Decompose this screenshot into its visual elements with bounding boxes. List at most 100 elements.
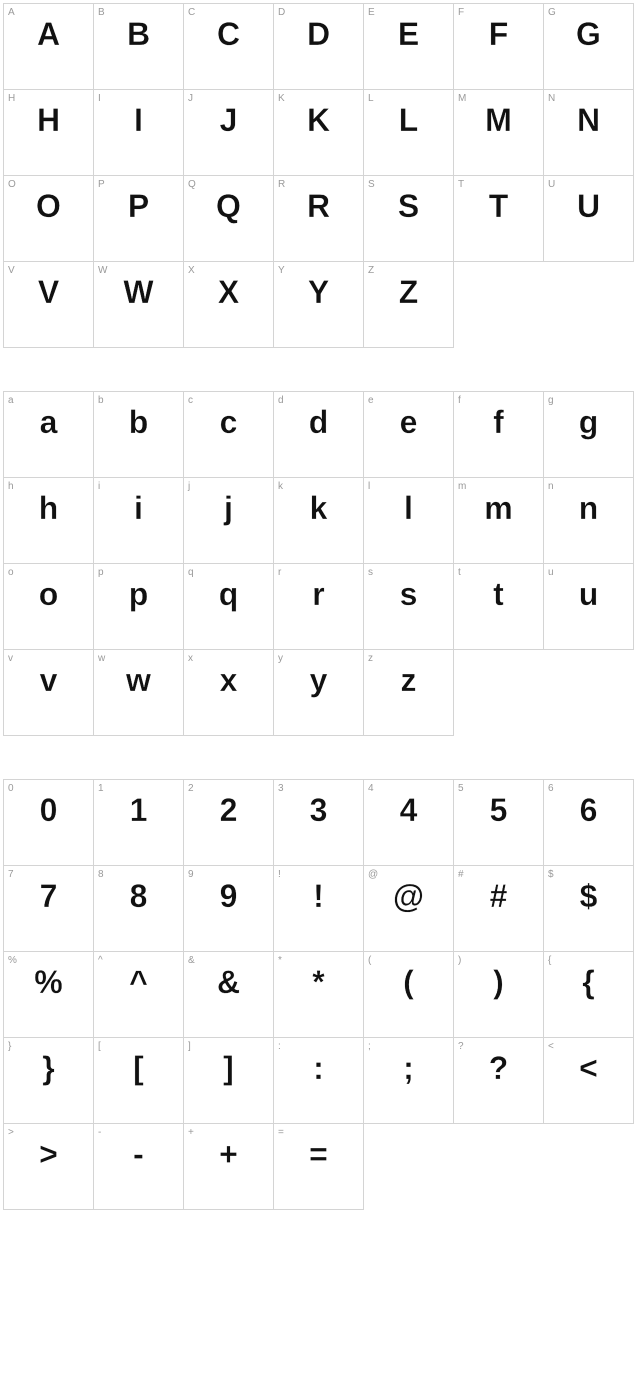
glyph-cell: 00	[3, 779, 94, 866]
glyph-cell: nn	[543, 477, 634, 564]
section-uppercase: AABBCCDDEEFFGGHHIIJJKKLLMMNNOOPPQQRRSSTT…	[4, 4, 636, 348]
glyph-display: o	[4, 576, 93, 613]
glyph-display: #	[454, 878, 543, 915]
glyph-cell: SS	[363, 175, 454, 262]
glyph-display: a	[4, 404, 93, 441]
glyph-display: V	[4, 274, 93, 311]
glyph-cell: tt	[453, 563, 544, 650]
glyph-cell: xx	[183, 649, 274, 736]
glyph-cell: @@	[363, 865, 454, 952]
glyph-cell: mm	[453, 477, 544, 564]
glyph-grid: AABBCCDDEEFFGGHHIIJJKKLLMMNNOOPPQQRRSSTT…	[4, 4, 636, 348]
glyph-display: t	[454, 576, 543, 613]
glyph-display: [	[94, 1050, 183, 1087]
glyph-display: D	[274, 16, 363, 53]
glyph-display: x	[184, 662, 273, 699]
glyph-display: }	[4, 1050, 93, 1087]
glyph-cell: KK	[273, 89, 364, 176]
glyph-cell: NN	[543, 89, 634, 176]
glyph-display: 9	[184, 878, 273, 915]
glyph-cell: hh	[3, 477, 94, 564]
glyph-display: E	[364, 16, 453, 53]
glyph-display: J	[184, 102, 273, 139]
glyph-display: n	[544, 490, 633, 527]
glyph-cell: {{	[543, 951, 634, 1038]
glyph-display: G	[544, 16, 633, 53]
glyph-cell: <<	[543, 1037, 634, 1124]
glyph-display: {	[544, 964, 633, 1001]
glyph-display: O	[4, 188, 93, 225]
glyph-cell: 88	[93, 865, 184, 952]
glyph-display: d	[274, 404, 363, 441]
glyph-display: Y	[274, 274, 363, 311]
glyph-display: c	[184, 404, 273, 441]
glyph-display: M	[454, 102, 543, 139]
glyph-cell: [[	[93, 1037, 184, 1124]
glyph-display: 7	[4, 878, 93, 915]
glyph-display: e	[364, 404, 453, 441]
glyph-display: >	[4, 1136, 93, 1173]
glyph-cell: LL	[363, 89, 454, 176]
glyph-cell: 22	[183, 779, 274, 866]
glyph-display: ]	[184, 1050, 273, 1087]
glyph-cell: yy	[273, 649, 364, 736]
glyph-display: 8	[94, 878, 183, 915]
glyph-display: T	[454, 188, 543, 225]
glyph-cell: ^^	[93, 951, 184, 1038]
glyph-display: l	[364, 490, 453, 527]
glyph-cell: GG	[543, 3, 634, 90]
glyph-cell: ==	[273, 1123, 364, 1210]
glyph-display: *	[274, 964, 363, 1001]
glyph-cell: rr	[273, 563, 364, 650]
glyph-display: :	[274, 1050, 363, 1087]
glyph-cell: **	[273, 951, 364, 1038]
glyph-cell: UU	[543, 175, 634, 262]
glyph-cell: gg	[543, 391, 634, 478]
glyph-display: ;	[364, 1050, 453, 1087]
glyph-cell: vv	[3, 649, 94, 736]
glyph-cell: zz	[363, 649, 454, 736]
glyph-display: k	[274, 490, 363, 527]
glyph-cell: WW	[93, 261, 184, 348]
glyph-cell: VV	[3, 261, 94, 348]
glyph-display: r	[274, 576, 363, 613]
glyph-cell: XX	[183, 261, 274, 348]
glyph-cell: bb	[93, 391, 184, 478]
glyph-display: u	[544, 576, 633, 613]
glyph-cell: aa	[3, 391, 94, 478]
glyph-cell: ss	[363, 563, 454, 650]
glyph-cell: qq	[183, 563, 274, 650]
glyph-display: f	[454, 404, 543, 441]
glyph-cell: ;;	[363, 1037, 454, 1124]
glyph-display: C	[184, 16, 273, 53]
glyph-display: &	[184, 964, 273, 1001]
glyph-display: q	[184, 576, 273, 613]
glyph-cell: ZZ	[363, 261, 454, 348]
glyph-display: -	[94, 1136, 183, 1173]
section-lowercase: aabbccddeeffgghhiijjkkllmmnnooppqqrrsstt…	[4, 392, 636, 736]
glyph-cell: MM	[453, 89, 544, 176]
glyph-display: A	[4, 16, 93, 53]
glyph-display: 4	[364, 792, 453, 829]
glyph-display: v	[4, 662, 93, 699]
glyph-display: R	[274, 188, 363, 225]
glyph-display: (	[364, 964, 453, 1001]
glyph-display: g	[544, 404, 633, 441]
glyph-display: B	[94, 16, 183, 53]
glyph-display: I	[94, 102, 183, 139]
glyph-display: +	[184, 1136, 273, 1173]
glyph-display: 1	[94, 792, 183, 829]
glyph-cell: ::	[273, 1037, 364, 1124]
glyph-display: )	[454, 964, 543, 1001]
glyph-cell: YY	[273, 261, 364, 348]
glyph-cell: >>	[3, 1123, 94, 1210]
glyph-cell: BB	[93, 3, 184, 90]
glyph-cell: --	[93, 1123, 184, 1210]
glyph-cell: EE	[363, 3, 454, 90]
glyph-display: P	[94, 188, 183, 225]
glyph-cell: 33	[273, 779, 364, 866]
glyph-grid: 00112233445566778899!!@@##$$%%^^&&**(())…	[4, 780, 636, 1210]
glyph-display: p	[94, 576, 183, 613]
character-map: AABBCCDDEEFFGGHHIIJJKKLLMMNNOOPPQQRRSSTT…	[4, 4, 636, 1210]
glyph-cell: DD	[273, 3, 364, 90]
